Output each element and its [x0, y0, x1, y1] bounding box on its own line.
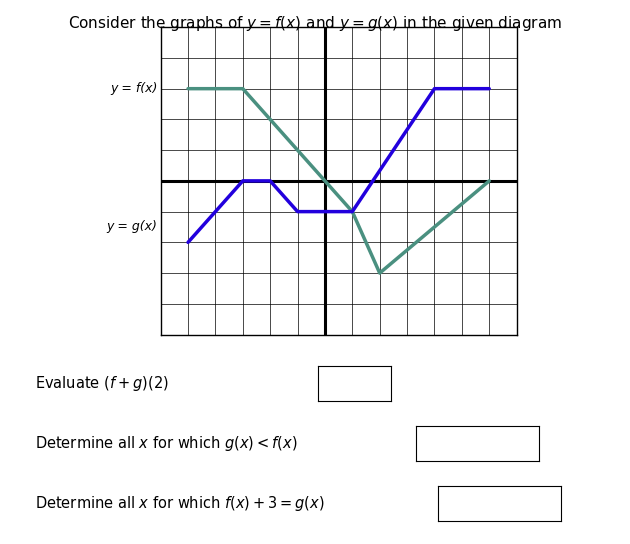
Text: y = g(x): y = g(x) [106, 220, 158, 233]
Text: Determine all $x$ for which $g(x) < f(x)$: Determine all $x$ for which $g(x) < f(x)… [35, 434, 297, 453]
Text: Determine all $x$ for which $f(x) + 3 = g(x)$: Determine all $x$ for which $f(x) + 3 = … [35, 494, 324, 512]
Text: Evaluate $(f + g)(2)$: Evaluate $(f + g)(2)$ [35, 374, 168, 393]
Text: y = f(x): y = f(x) [110, 82, 158, 95]
Text: Consider the graphs of $y = f(x)$ and $y = g(x)$ in the given diagram: Consider the graphs of $y = f(x)$ and $y… [68, 14, 562, 33]
